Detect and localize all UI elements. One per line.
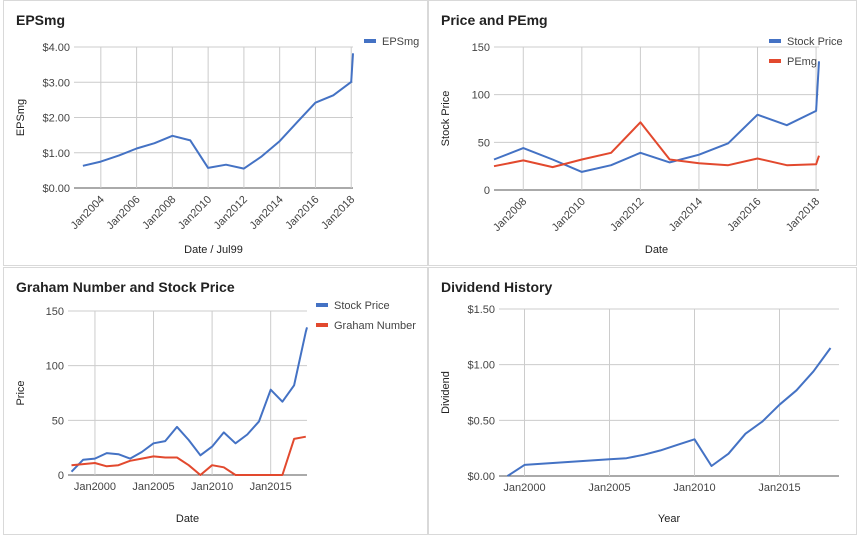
y-tick-label: 150 [46,306,64,318]
y-tick-label: $4.00 [42,42,70,54]
chart-title: Dividend History [441,279,552,295]
series-line-epsmg [82,53,354,170]
y-axis-label: Dividend [440,371,452,414]
x-tick-label: Jan2010 [176,194,214,232]
x-tick-label: Jan2005 [588,482,630,494]
x-axis-label: Year [658,513,681,525]
chart-svg: Price and PEmg 0 50 100 150 Jan2008 Jan2010 Jan… [440,12,843,256]
series-line-graham-number [71,435,306,476]
price-pe-chart-panel: Price and PEmg 0 50 100 150 Jan2008 Jan2010 Jan… [428,0,857,266]
y-tick-label: $0.50 [467,415,495,427]
x-tick-label: Jan2008 [140,194,178,232]
chart-title: Price and PEmg [441,12,548,28]
y-tick-label: $0.00 [467,471,495,483]
chart-title: Graham Number and Stock Price [16,279,235,295]
legend-swatch [316,323,328,327]
legend-swatch [769,39,781,43]
y-axis-label: Stock Price [440,91,452,147]
x-tick-label: Jan2015 [250,481,292,493]
x-tick-label: Jan2015 [758,482,800,494]
series-line-stock-price [70,327,308,473]
x-tick-label: Jan2016 [283,194,321,232]
x-tick-label: Jan2010 [550,196,588,234]
y-tick-label: 150 [472,42,490,54]
x-tick-label: Jan2000 [503,482,545,494]
chart-svg: Dividend History $0.00 $0.50 $1.00 $1.50 Jan2… [440,279,839,525]
series-line-pemg [493,121,820,169]
legend-swatch [316,303,328,307]
legend-label: Stock Price [787,36,843,48]
x-tick-label: Jan2010 [673,482,715,494]
x-axis-label: Date [645,244,668,256]
x-tick-label: Jan2012 [212,194,250,232]
y-tick-label: 0 [58,470,64,482]
x-tick-label: Jan2004 [69,194,107,232]
x-tick-label: Jan2014 [667,196,705,234]
x-tick-label: Jan2000 [74,481,116,493]
legend-swatch [364,39,376,43]
legend-label: PEmg [787,56,817,68]
x-tick-label: Jan2006 [104,194,142,232]
y-axis-label: EPSmg [15,99,27,136]
chart-title: EPSmg [16,12,65,28]
legend-swatch [769,59,781,63]
y-axis-label: Price [15,380,27,405]
chart-svg: Graham Number and Stock Price 0 50 100 150 Ja… [15,279,416,525]
legend-label: EPSmg [382,36,419,48]
x-tick-label: Jan2018 [784,196,822,234]
x-tick-label: Jan2014 [247,194,285,232]
x-tick-label: Jan2010 [191,481,233,493]
x-tick-label: Jan2008 [491,196,529,234]
graham-chart-panel: Graham Number and Stock Price 0 50 100 150 Ja… [3,267,428,535]
y-tick-label: 100 [472,90,490,102]
y-tick-label: 50 [478,137,490,149]
legend-label: Stock Price [334,300,390,312]
x-axis-label: Date [176,513,199,525]
y-tick-label: $0.00 [42,183,70,195]
x-tick-label: Jan2012 [608,196,646,234]
y-tick-label: $1.00 [42,148,70,160]
x-tick-label: Jan2016 [725,196,763,234]
y-tick-label: 50 [52,415,64,427]
chart-svg: EPSmg$0.00$1.00$2.00$3.00$4.00Jan2004Jan… [15,12,419,256]
y-tick-label: 0 [484,185,490,197]
x-tick-label: Jan2005 [132,481,174,493]
dividend-chart-panel: Dividend History $0.00 $0.50 $1.00 $1.50 Jan2… [428,267,857,535]
y-tick-label: $3.00 [42,77,70,89]
y-tick-label: $2.00 [42,113,70,125]
series-line-dividend [506,347,832,477]
legend-label: Graham Number [334,320,416,332]
y-tick-label: 100 [46,361,64,373]
y-tick-label: $1.50 [467,304,495,316]
x-axis-label: Date / Jul99 [184,244,243,256]
y-tick-label: $1.00 [467,360,495,372]
series-line-stock-price [493,61,820,173]
x-tick-label: Jan2018 [319,194,357,232]
eps-chart-panel: EPSmg $0.00 $1.00 $2.00 $3.00 $4.00 Jan2004 Jan… [3,0,428,266]
